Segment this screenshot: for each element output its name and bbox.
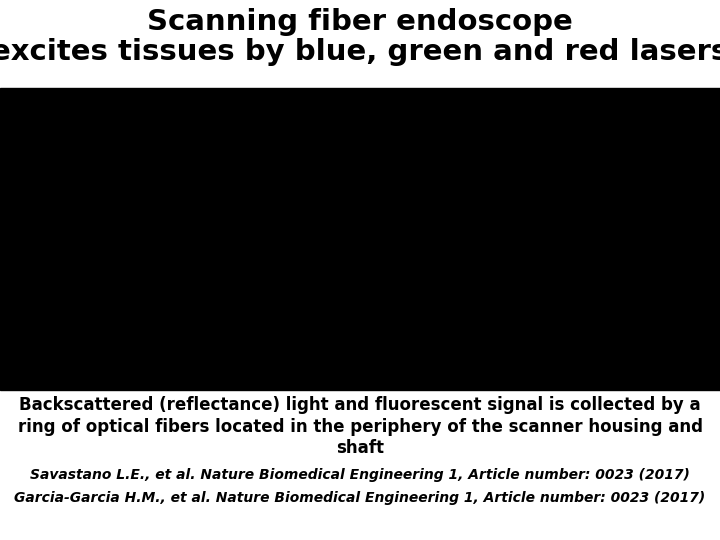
Text: Savastano L.E., et al. Nature Biomedical Engineering 1, Article number: 0023 (20: Savastano L.E., et al. Nature Biomedical… [30,468,690,482]
Text: Garcia-Garcia H.M., et al. Nature Biomedical Engineering 1, Article number: 0023: Garcia-Garcia H.M., et al. Nature Biomed… [14,491,706,505]
Bar [0,88,720,390]
Text: Scanning fiber endoscope
excites tissues by blue, green and red lasers: Scanning fiber endoscope excites tissues… [0,8,720,66]
Text: Backscattered (reflectance) light and fluorescent signal is collected by a
ring : Backscattered (reflectance) light and fl… [17,396,703,457]
